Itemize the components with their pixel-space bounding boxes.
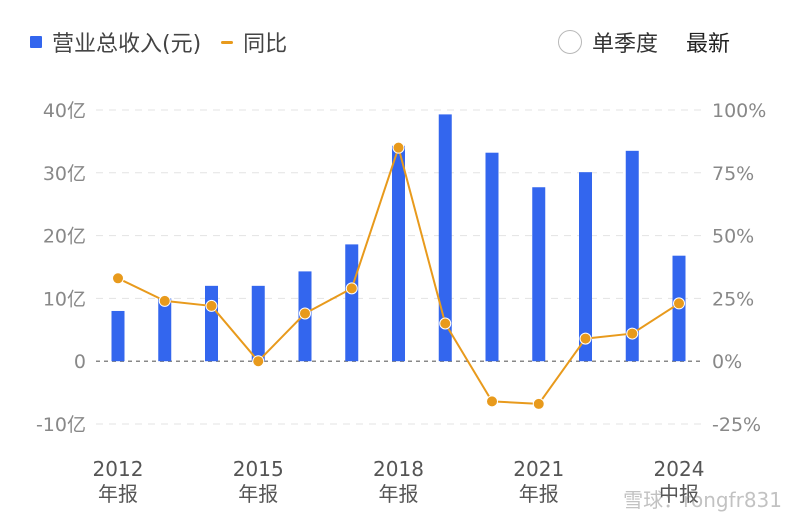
yoy-point: [299, 307, 311, 320]
x-axis-tick-period: 年报: [238, 482, 278, 506]
legend-label-yoy: 同比: [243, 32, 288, 57]
left-axis-tick-label: 30亿: [43, 163, 86, 185]
x-axis-tick-year: 2015: [233, 457, 284, 481]
revenue-bar: [345, 244, 359, 362]
yoy-point: [579, 332, 592, 345]
revenue-bar: [438, 114, 452, 362]
chart-controls: 单季度 最新: [557, 22, 730, 62]
left-axis-tick-label: 0: [74, 351, 86, 373]
revenue-bar: [485, 152, 499, 362]
revenue-bar: [532, 187, 546, 362]
bar-swatch-icon: [30, 36, 42, 48]
x-axis-tick-period: 中报: [659, 482, 699, 506]
yoy-point: [112, 272, 124, 285]
yoy-point: [486, 395, 498, 408]
right-axis-tick-label: -25%: [712, 414, 761, 436]
yoy-point: [439, 317, 452, 330]
revenue-bar: [625, 150, 639, 362]
left-axis-tick-label: 40亿: [43, 100, 86, 122]
legend-label-revenue: 营业总收入(元): [52, 32, 202, 57]
yoy-point: [532, 397, 545, 410]
right-axis-tick-label: 75%: [712, 163, 754, 185]
right-axis-tick-label: 50%: [712, 226, 754, 248]
x-axis-tick-year: 2012: [93, 457, 144, 481]
legend: 营业总收入(元) 同比: [30, 22, 307, 62]
yoy-point: [205, 299, 218, 312]
right-axis-tick-label: 100%: [712, 100, 766, 122]
yoy-point: [626, 327, 639, 340]
x-axis-tick-year: 2021: [513, 457, 564, 481]
x-axis-tick-year: 2024: [654, 457, 705, 481]
yoy-point: [673, 297, 685, 310]
yoy-point: [158, 294, 171, 307]
quarter-radio-icon[interactable]: [557, 30, 582, 54]
watermark: 雪球：rongfr831: [623, 488, 782, 512]
legend-item-yoy[interactable]: 同比: [221, 26, 287, 58]
left-axis-tick-label: 10亿: [43, 288, 86, 310]
left-axis-tick-label: -10亿: [36, 414, 86, 436]
yoy-point: [252, 355, 265, 368]
x-axis-tick-period: 年报: [519, 482, 559, 506]
x-axis-tick-period: 年报: [98, 482, 138, 506]
line-swatch-icon: [221, 40, 234, 44]
revenue-bar: [158, 298, 172, 362]
x-axis-tick-year: 2018: [373, 457, 424, 481]
revenue-bar: [251, 285, 265, 362]
yoy-point: [345, 282, 358, 295]
right-axis-tick-label: 25%: [712, 288, 754, 310]
latest-button[interactable]: 最新: [685, 32, 730, 57]
revenue-bar: [111, 310, 125, 362]
legend-item-revenue[interactable]: 营业总收入(元): [30, 26, 201, 58]
revenue-bar: [205, 285, 218, 362]
left-axis-tick-label: 20亿: [43, 226, 86, 248]
right-axis-tick-label: 0%: [712, 351, 742, 373]
yoy-point: [392, 141, 405, 154]
x-axis-tick-period: 年报: [379, 482, 419, 506]
revenue-bar: [392, 145, 405, 362]
quarter-toggle-label[interactable]: 单季度: [591, 32, 658, 57]
revenue-bar: [579, 172, 592, 362]
